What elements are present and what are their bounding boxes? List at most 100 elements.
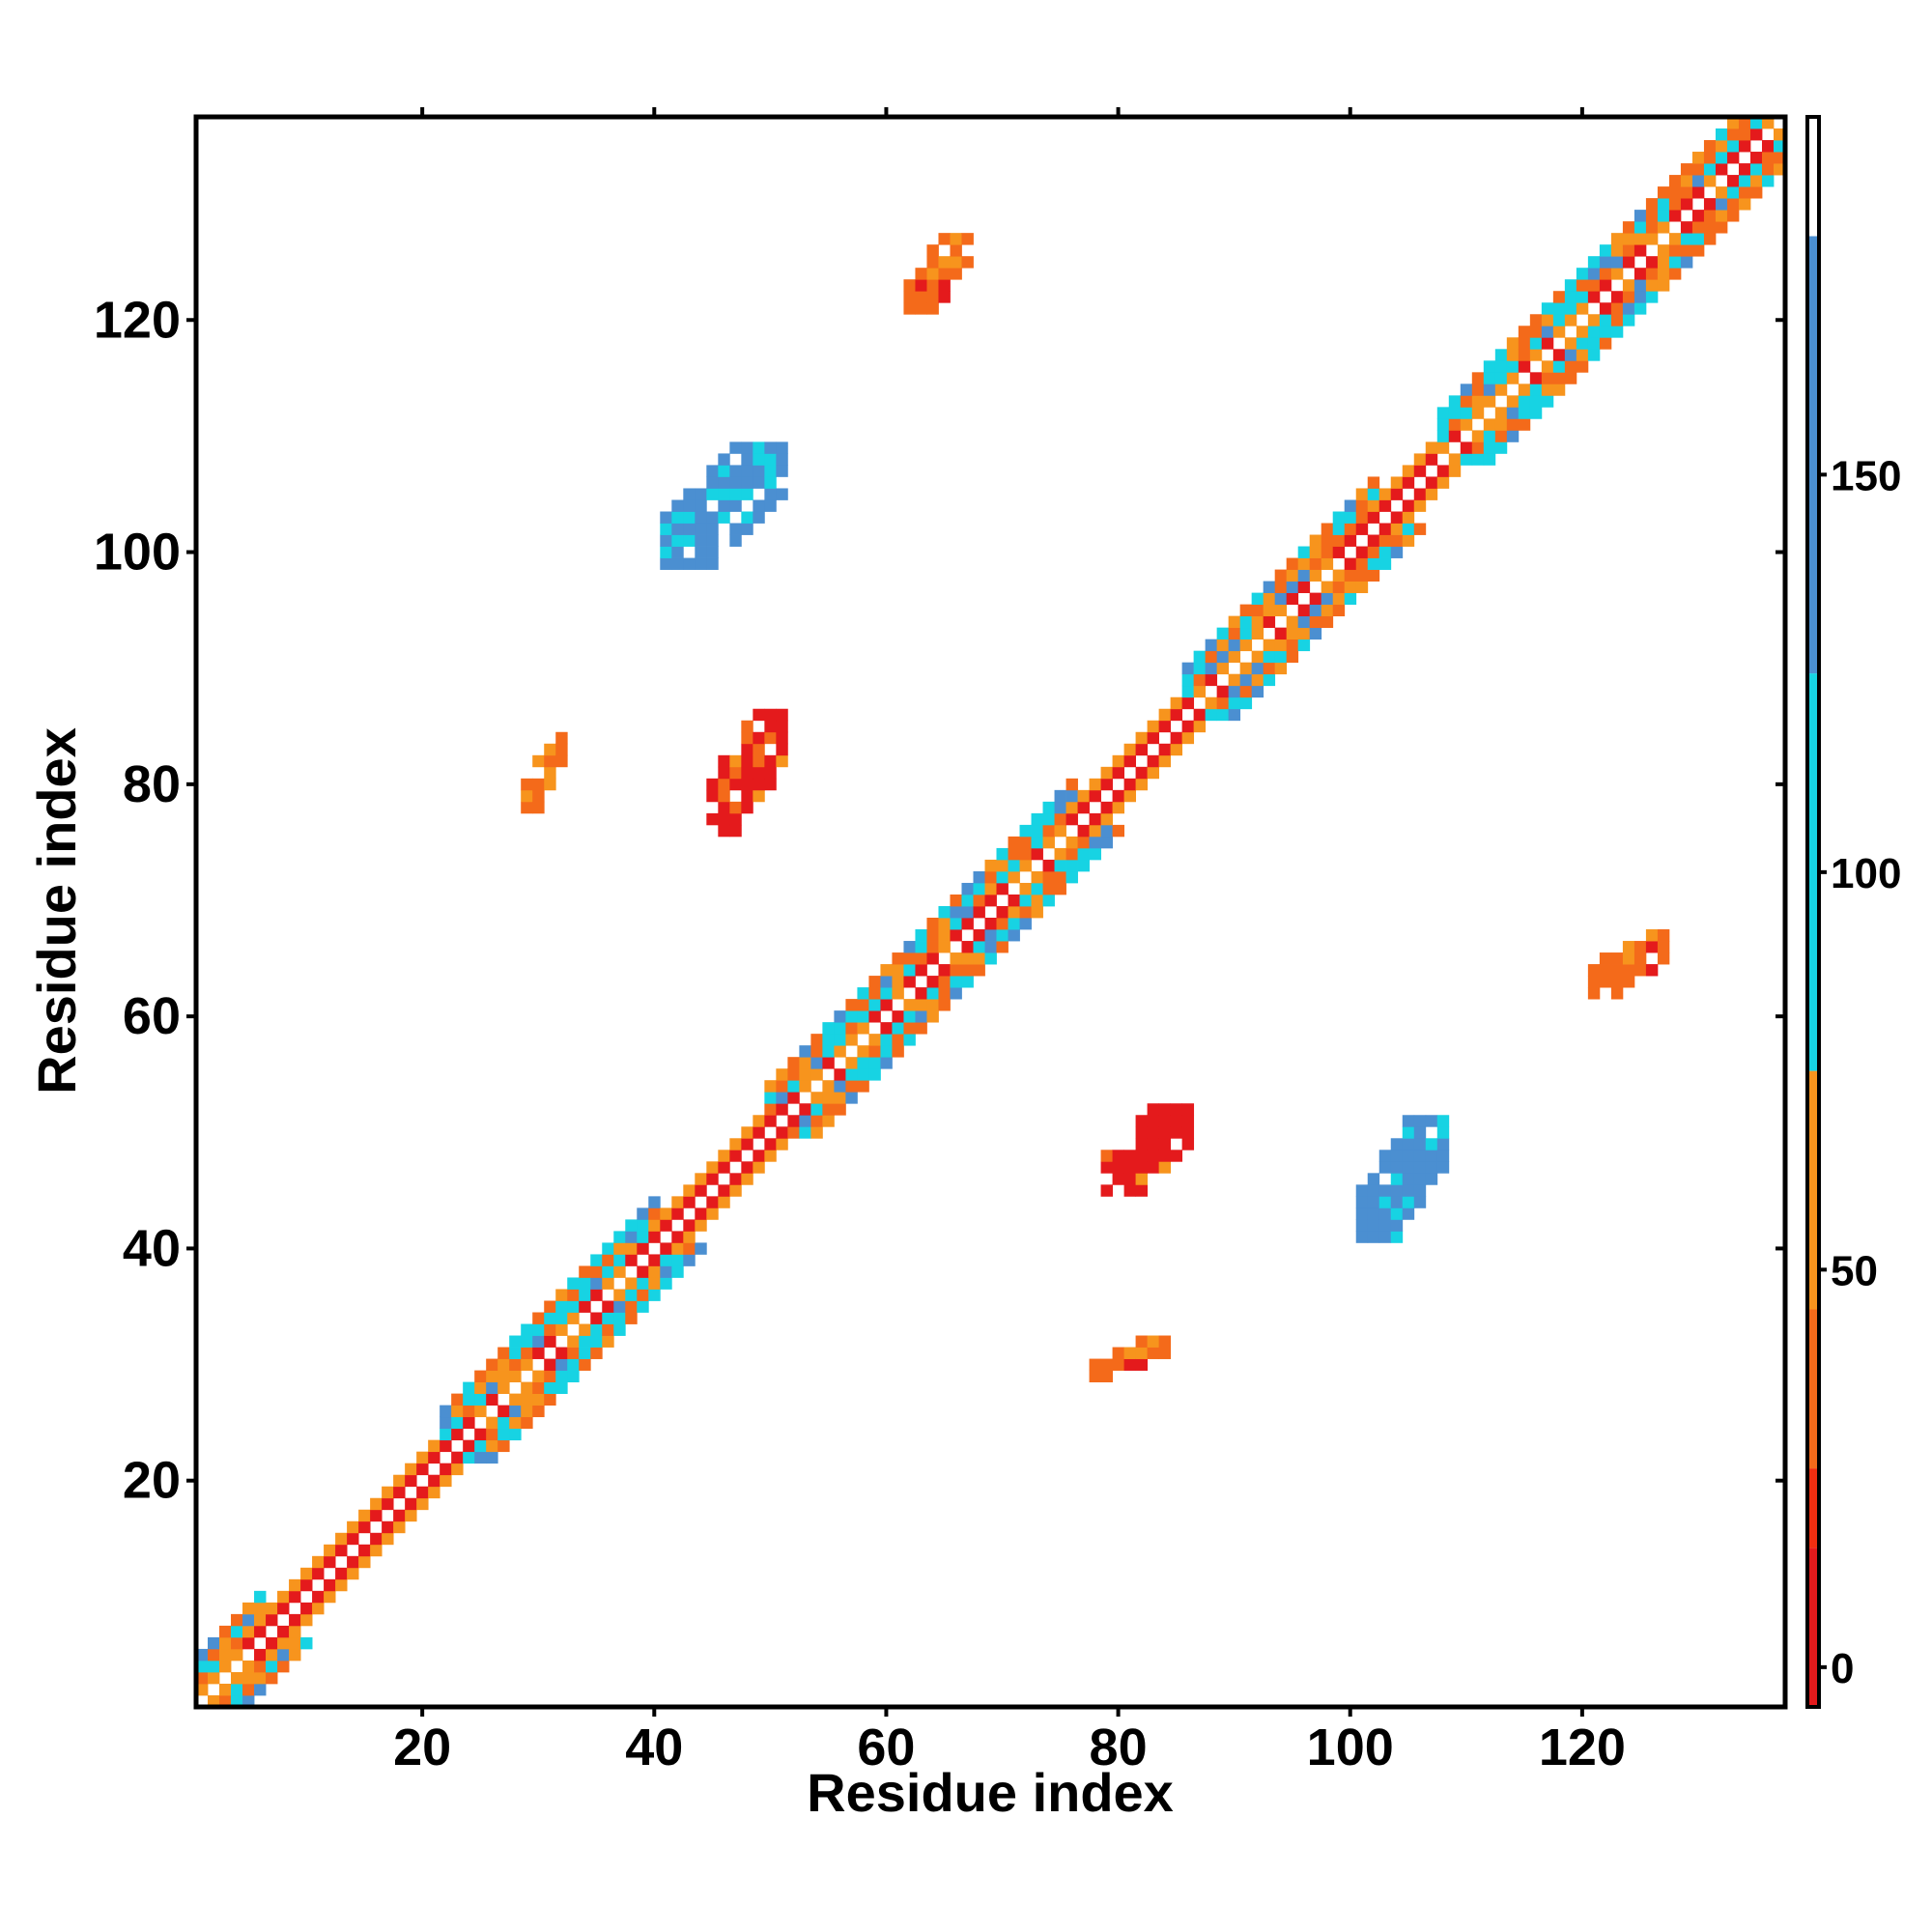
heatmap-cell — [1123, 1161, 1136, 1174]
heatmap-cell — [567, 1277, 580, 1290]
heatmap-cell — [695, 557, 707, 570]
heatmap-cell — [1077, 801, 1090, 814]
heatmap-cell — [903, 1010, 916, 1023]
heatmap-cell — [950, 905, 962, 919]
heatmap-cell — [497, 1439, 510, 1453]
heatmap-cell — [1089, 847, 1101, 861]
heatmap-cell — [277, 1648, 290, 1662]
heatmap-cell — [1436, 407, 1450, 419]
heatmap-cell — [242, 1683, 255, 1696]
heatmap-cell — [1123, 1358, 1136, 1371]
heatmap-cell — [1518, 384, 1531, 396]
heatmap-cell — [938, 987, 951, 1000]
heatmap-cell — [613, 1300, 626, 1313]
heatmap-cell — [1518, 337, 1531, 350]
heatmap-cell — [208, 1648, 220, 1662]
heatmap-cell — [1390, 488, 1404, 500]
heatmap-cell — [613, 1254, 626, 1266]
heatmap-cell — [880, 964, 893, 977]
heatmap-cell — [660, 1242, 672, 1255]
heatmap-cell — [868, 1045, 881, 1058]
heatmap-cell — [1587, 987, 1601, 1000]
heatmap-cell — [1576, 291, 1589, 303]
heatmap-cell — [1031, 812, 1043, 826]
heatmap-cell — [706, 778, 719, 791]
heatmap-cell — [208, 1694, 220, 1708]
heatmap-cell — [1170, 696, 1183, 710]
heatmap-cell — [1355, 488, 1369, 500]
heatmap-cell — [579, 1347, 591, 1359]
heatmap-cell — [1367, 1231, 1380, 1243]
heatmap-cell — [868, 1068, 881, 1081]
heatmap-cell — [1297, 581, 1311, 593]
heatmap-cell — [1645, 256, 1659, 269]
heatmap-cell — [741, 1173, 753, 1185]
heatmap-cell — [926, 941, 939, 953]
heatmap-cell — [984, 870, 997, 884]
heatmap-cell — [718, 1161, 730, 1174]
heatmap-cell — [1715, 140, 1728, 153]
heatmap-cell — [950, 976, 962, 988]
heatmap-cell — [1552, 291, 1566, 303]
heatmap-cell — [1390, 523, 1404, 535]
heatmap-cell — [451, 1393, 464, 1406]
heatmap-cell — [671, 1231, 684, 1243]
heatmap-cell — [1100, 778, 1113, 791]
heatmap-cell — [1529, 314, 1543, 327]
heatmap-cell — [950, 233, 962, 245]
heatmap-cell — [590, 1254, 603, 1266]
heatmap-cell — [590, 1265, 603, 1278]
heatmap-cell — [1378, 546, 1392, 558]
heatmap-cell — [1529, 349, 1543, 361]
heatmap-cell — [1042, 870, 1055, 884]
heatmap-cell — [613, 1289, 626, 1301]
heatmap-cell — [1309, 546, 1322, 558]
heatmap-cell — [486, 1428, 498, 1441]
heatmap-cell — [486, 1358, 498, 1371]
heatmap-cell — [845, 1068, 858, 1081]
heatmap-cell — [753, 511, 765, 524]
colorbar-band — [1807, 1309, 1819, 1469]
heatmap-cell — [938, 964, 951, 977]
heatmap-cell — [950, 244, 962, 257]
heatmap-cell — [521, 1416, 533, 1430]
heatmap-cell — [1112, 754, 1124, 768]
heatmap-cell — [729, 534, 742, 547]
heatmap-cell — [1274, 604, 1288, 617]
heatmap-cell — [753, 1126, 765, 1139]
heatmap-cell — [1065, 859, 1078, 872]
heatmap-cell — [695, 523, 707, 535]
heatmap-cell — [579, 1277, 591, 1290]
heatmap-cell — [1193, 650, 1207, 664]
heatmap-cell — [996, 847, 1009, 861]
heatmap-cell — [579, 1323, 591, 1336]
heatmap-cell — [1008, 929, 1020, 942]
heatmap-cell — [1239, 627, 1253, 640]
heatmap-cell — [822, 1022, 835, 1035]
heatmap-cell — [1344, 511, 1357, 524]
heatmap-cell — [300, 1578, 313, 1592]
heatmap-cell — [451, 1451, 464, 1464]
heatmap-cell — [463, 1405, 475, 1418]
heatmap-cell — [1680, 186, 1693, 199]
heatmap-cell — [1378, 488, 1392, 500]
heatmap-cell — [1378, 1196, 1392, 1208]
heatmap-cell — [1506, 430, 1520, 442]
heatmap-cell — [834, 1022, 846, 1035]
heatmap-cell — [1193, 720, 1207, 733]
heatmap-cell — [1309, 569, 1322, 582]
heatmap-cell — [868, 987, 881, 1000]
heatmap-cell — [741, 720, 753, 733]
heatmap-cell — [1436, 476, 1450, 489]
heatmap-cell — [1483, 395, 1496, 408]
x-tick-label: 120 — [1539, 1719, 1626, 1776]
heatmap-cell — [1251, 627, 1264, 640]
heatmap-cell — [1610, 291, 1624, 303]
heatmap-cell — [521, 1323, 533, 1336]
heatmap-cell — [1263, 604, 1276, 617]
heatmap-cell — [984, 894, 997, 907]
heatmap-cell — [1448, 395, 1462, 408]
heatmap-cell — [196, 1660, 209, 1673]
heatmap-cell — [706, 476, 719, 489]
heatmap-cell — [1367, 511, 1380, 524]
